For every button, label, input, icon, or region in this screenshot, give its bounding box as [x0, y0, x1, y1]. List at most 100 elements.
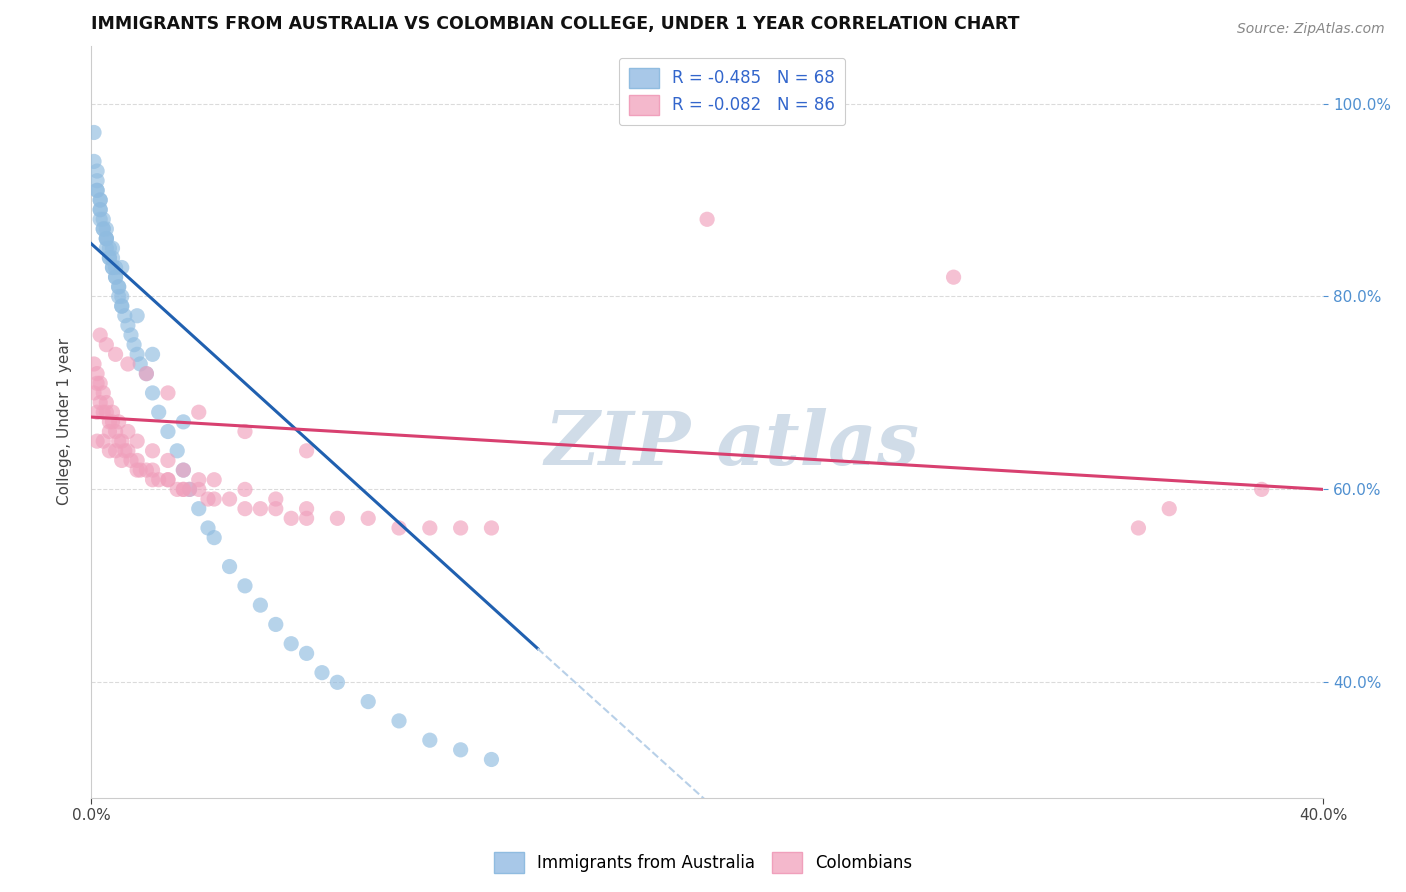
Point — [187, 483, 209, 497]
Point — [83, 357, 105, 371]
Point — [91, 405, 114, 419]
Point — [117, 318, 139, 333]
Point — [357, 695, 380, 709]
Point — [101, 405, 124, 419]
Point — [326, 511, 349, 525]
Point — [86, 183, 108, 197]
Point — [197, 491, 219, 506]
Point — [202, 473, 225, 487]
Point — [96, 337, 118, 351]
Point — [86, 367, 108, 381]
Point — [104, 425, 127, 439]
Point — [104, 260, 127, 275]
Point — [264, 491, 287, 506]
Point — [419, 733, 441, 747]
Point — [111, 289, 134, 303]
Point — [98, 425, 121, 439]
Point — [120, 328, 142, 343]
Point — [107, 415, 129, 429]
Point — [114, 309, 136, 323]
Legend: R = -0.485   N = 68, R = -0.082   N = 86: R = -0.485 N = 68, R = -0.082 N = 86 — [619, 58, 845, 125]
Point — [156, 386, 179, 401]
Point — [104, 347, 127, 361]
Point — [696, 212, 718, 227]
Point — [104, 443, 127, 458]
Point — [156, 425, 179, 439]
Point — [91, 386, 114, 401]
Point — [249, 598, 271, 612]
Point — [89, 193, 111, 207]
Point — [264, 501, 287, 516]
Point — [264, 617, 287, 632]
Point — [91, 212, 114, 227]
Point — [1128, 521, 1150, 535]
Point — [295, 646, 318, 660]
Point — [111, 299, 134, 313]
Point — [96, 222, 118, 236]
Point — [388, 521, 411, 535]
Point — [172, 463, 194, 477]
Point — [107, 434, 129, 449]
Point — [218, 491, 240, 506]
Point — [179, 483, 201, 497]
Point — [89, 328, 111, 343]
Point — [98, 251, 121, 265]
Point — [233, 579, 256, 593]
Point — [326, 675, 349, 690]
Point — [83, 154, 105, 169]
Point — [86, 164, 108, 178]
Point — [172, 483, 194, 497]
Point — [101, 241, 124, 255]
Point — [98, 251, 121, 265]
Point — [156, 473, 179, 487]
Point — [166, 483, 188, 497]
Point — [83, 386, 105, 401]
Point — [96, 241, 118, 255]
Point — [388, 714, 411, 728]
Point — [141, 473, 163, 487]
Point — [419, 521, 441, 535]
Point — [111, 453, 134, 467]
Point — [107, 289, 129, 303]
Point — [141, 463, 163, 477]
Point — [148, 405, 170, 419]
Point — [89, 202, 111, 217]
Point — [129, 463, 152, 477]
Point — [295, 443, 318, 458]
Text: Source: ZipAtlas.com: Source: ZipAtlas.com — [1237, 22, 1385, 37]
Point — [96, 395, 118, 409]
Point — [166, 443, 188, 458]
Point — [127, 309, 149, 323]
Point — [280, 637, 302, 651]
Point — [202, 491, 225, 506]
Point — [86, 174, 108, 188]
Point — [83, 126, 105, 140]
Point — [156, 453, 179, 467]
Point — [96, 231, 118, 245]
Point — [156, 473, 179, 487]
Point — [104, 270, 127, 285]
Point — [280, 511, 302, 525]
Point — [89, 202, 111, 217]
Point — [481, 752, 503, 766]
Point — [98, 415, 121, 429]
Point — [172, 463, 194, 477]
Point — [86, 183, 108, 197]
Point — [96, 231, 118, 245]
Point — [295, 511, 318, 525]
Point — [101, 260, 124, 275]
Y-axis label: College, Under 1 year: College, Under 1 year — [58, 338, 72, 506]
Point — [96, 231, 118, 245]
Point — [135, 463, 157, 477]
Point — [197, 521, 219, 535]
Text: ZIP atlas: ZIP atlas — [544, 409, 920, 481]
Point — [91, 222, 114, 236]
Point — [218, 559, 240, 574]
Point — [127, 463, 149, 477]
Point — [295, 501, 318, 516]
Point — [117, 425, 139, 439]
Point — [202, 531, 225, 545]
Point — [86, 434, 108, 449]
Point — [111, 299, 134, 313]
Point — [311, 665, 333, 680]
